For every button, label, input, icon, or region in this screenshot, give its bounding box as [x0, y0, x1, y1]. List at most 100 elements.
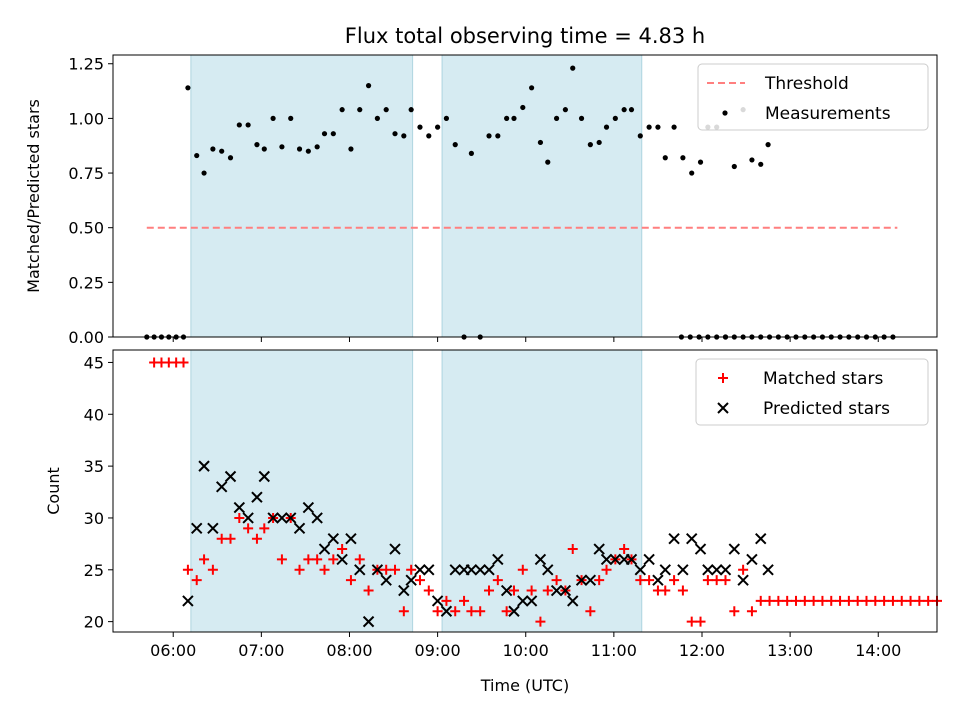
predicted-star-point [710, 564, 723, 576]
x-tick-label: 08:00 [326, 641, 372, 660]
predicted-star-point [423, 564, 435, 576]
measurement-point [210, 146, 216, 152]
predicted-star-point [534, 553, 547, 566]
matched-star-point [923, 595, 934, 606]
measurement-point [236, 122, 242, 128]
matched-star-point [635, 575, 646, 586]
predicted-star-point [643, 553, 655, 566]
predicted-star-point [668, 532, 680, 545]
matched-star-point [644, 575, 655, 586]
predicted-star-point [318, 543, 331, 555]
count-legend: Matched stars Predicted stars [695, 358, 929, 426]
ratio-y-axis: 0.00 0.25 0.50 0.75 1.00 1.25 [68, 55, 113, 347]
measurement-point [570, 65, 576, 71]
matched-star-point [312, 554, 323, 565]
matched-star-point [567, 544, 578, 555]
matched-star-point [526, 585, 537, 596]
measurement-point [330, 131, 336, 137]
matched-star-point [414, 575, 425, 586]
matched-star-point [182, 564, 193, 575]
x-tick-label: 12:00 [679, 641, 725, 660]
predicted-star-point [380, 574, 392, 586]
ratio-panel-frame [112, 54, 938, 338]
matched-star-point [817, 595, 828, 606]
predicted-star-point [542, 564, 554, 576]
predicted-star-point [224, 470, 237, 483]
matched-star-point [441, 595, 452, 606]
predicted-star-point [559, 584, 572, 597]
matched-star-point [363, 585, 374, 596]
measurement-point [758, 161, 764, 167]
measurement-point [655, 124, 661, 130]
y-tick-label: 25 [84, 561, 104, 580]
predicted-star-point [285, 512, 297, 524]
matched-star-point [475, 606, 486, 617]
predicted-star-point [431, 595, 444, 607]
measurement-point [270, 115, 276, 121]
predicted-star-point [389, 543, 401, 555]
ratio-panel: 0.00 0.25 0.50 0.75 1.00 1.25 Flux total obse… [24, 24, 938, 347]
predicted-star-point [737, 574, 749, 586]
predicted-star-point [371, 564, 384, 576]
matched-star-point [492, 575, 503, 586]
matched-star-point [879, 595, 890, 606]
matched-star-point [207, 564, 218, 575]
measurement-point [365, 83, 372, 89]
measurement-point [596, 139, 602, 146]
measurement-point [443, 115, 450, 121]
matched-star-point [686, 616, 697, 627]
matched-star-point [319, 564, 330, 575]
predicted-star-point [567, 595, 579, 607]
matched-star-point [508, 585, 519, 596]
matched-star-point [826, 595, 837, 606]
measurement-point [374, 115, 380, 121]
matched-star-point [501, 606, 512, 617]
predicted-star-point [242, 512, 254, 524]
observing-intervals [190, 54, 643, 338]
matched-star-point [178, 357, 189, 368]
measurement-point [628, 107, 635, 113]
measurement-point [612, 115, 618, 121]
legend-label: Threshold [764, 74, 849, 94]
predicted-star-point [584, 574, 597, 586]
y-tick-label: 0.00 [68, 328, 104, 347]
measurement-point [348, 146, 354, 152]
predicted-star-point [652, 574, 664, 586]
predicted-star-point [345, 532, 357, 545]
count-panel-frame [112, 349, 938, 633]
measurement-point [194, 152, 200, 159]
predicted-star-point [575, 574, 588, 586]
measurement-point [495, 133, 501, 139]
predicted-star-point [625, 553, 638, 566]
legend-measurement-swatch [722, 110, 728, 116]
matched-star-point [199, 554, 210, 565]
predicted-star-point [293, 522, 306, 535]
matched-star-point [191, 575, 202, 586]
y-tick-label: 0.50 [68, 219, 104, 238]
predicted-star-point [508, 605, 520, 617]
matched-star-point [738, 564, 749, 575]
predicted-star-point [525, 595, 538, 607]
measurement-point [680, 155, 686, 161]
matched-star-point [354, 554, 365, 565]
measurement-point [689, 170, 695, 176]
ratio-x-axis [172, 337, 879, 342]
count-points [149, 357, 942, 628]
predicted-star-point [191, 522, 203, 535]
predicted-star-point [492, 553, 504, 566]
measurement-point [321, 131, 328, 137]
measurement-point [392, 131, 398, 137]
matched-star-point [870, 595, 881, 606]
predicted-star-point [762, 564, 774, 576]
predicted-star-point [755, 532, 767, 545]
measurement-point [245, 122, 251, 128]
ratio-y-axis-label: Matched/Predicted stars [24, 99, 43, 293]
predicted-star-point [233, 501, 246, 514]
measurement-point [697, 159, 704, 165]
matched-star-point [695, 616, 706, 627]
predicted-star-point [686, 532, 698, 545]
predicted-star-point [474, 564, 486, 576]
matched-star-point [852, 595, 863, 606]
y-tick-label: 45 [84, 353, 104, 372]
measurement-point [621, 107, 627, 113]
